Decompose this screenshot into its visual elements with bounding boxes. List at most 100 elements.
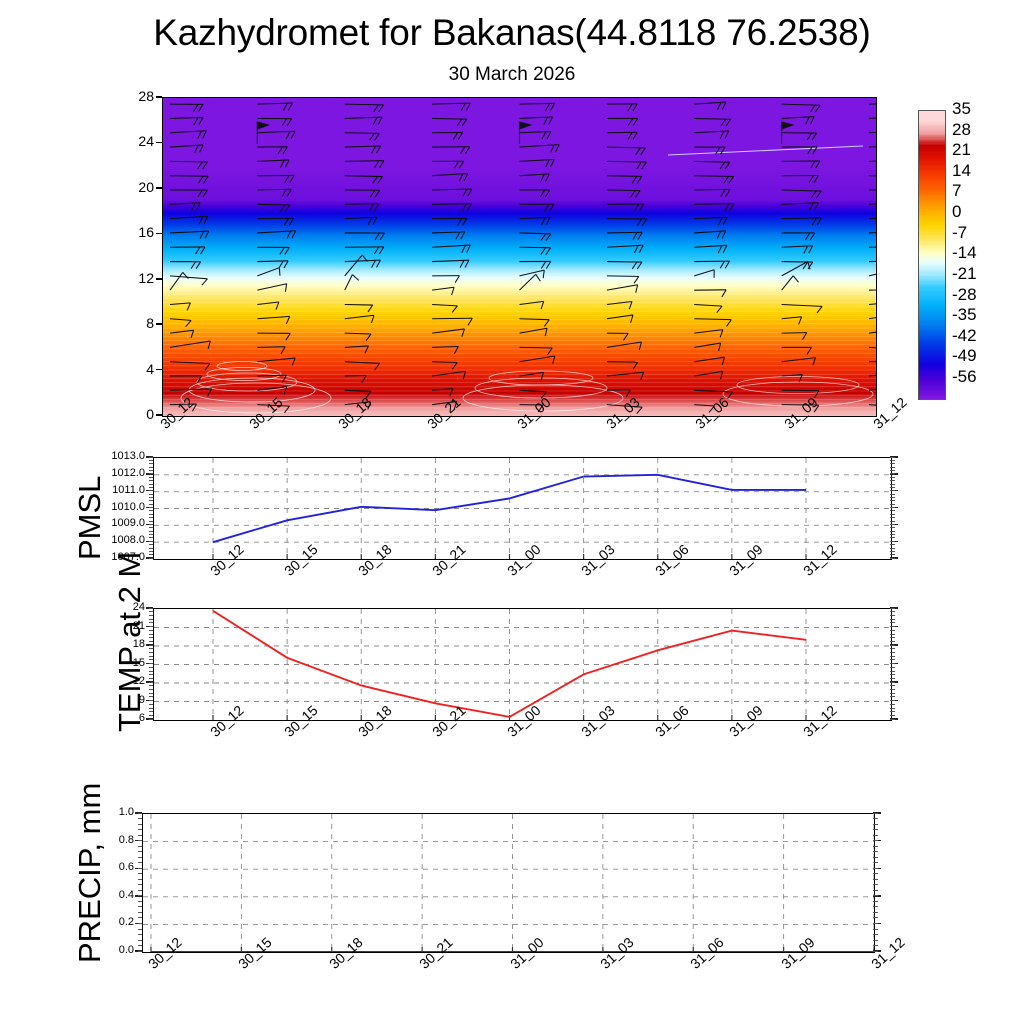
temp-y-tick-label (149, 659, 153, 661)
pmsl-y-tick-label (149, 463, 153, 465)
precip-y-tick-label (138, 889, 142, 891)
precip-y-tick-label (873, 906, 878, 908)
temp-y-tick-label (890, 626, 895, 628)
pmsl-axis-label: PMSL (72, 475, 107, 560)
temp-y-tick-label (149, 711, 153, 713)
pmsl-y-tick-label (149, 550, 153, 552)
temp-y-tick-label: 15 (132, 656, 145, 669)
pmsl-y-tick-label (890, 554, 895, 556)
pmsl-y-tick-label: 1009.0 (111, 517, 145, 530)
pmsl-y-tick-label (890, 473, 895, 475)
precip-y-tick-label (138, 851, 142, 853)
temp-y-tick-label (149, 655, 153, 657)
pmsl-y-tick-label (149, 490, 153, 492)
pmsl-y-tick-label (890, 463, 895, 465)
precip-y-tick-label (873, 823, 878, 825)
pmsl-y-tick-label (149, 554, 153, 556)
precip-y-tick-label (138, 928, 142, 930)
pmsl-y-tick-label (890, 476, 895, 478)
cross-section-y-tick-label: 0 (146, 406, 154, 422)
precip-y-tick-label: 0.8 (118, 833, 134, 846)
temp-y-tick-label (149, 633, 153, 635)
temp-y-tick-label (149, 707, 153, 709)
precip-y-tick-label (138, 950, 142, 952)
temp-y-tick-label (149, 692, 153, 694)
precip-y-tick-label (138, 906, 142, 908)
temp-y-tick-label (890, 637, 895, 639)
temp-y-tick-label: 18 (132, 638, 145, 650)
pmsl-y-tick-label (890, 510, 895, 512)
pmsl-y-tick-label (149, 540, 153, 542)
precip-y-tick-label (138, 900, 142, 902)
precip-y-tick-label (873, 917, 878, 919)
cross-section-y-tick-label: 20 (138, 178, 154, 195)
colorbar-tick-label: 21 (952, 140, 971, 160)
precip-y-tick-label (873, 950, 878, 952)
temp-y-tick-label (149, 663, 153, 665)
precip-y-tick-label (138, 840, 142, 842)
colorbar-tick-label: 7 (952, 181, 962, 201)
precip-y-tick-label (873, 851, 878, 853)
cross-section-y-tick (156, 323, 162, 325)
colorbar-tick-label: 0 (952, 202, 962, 222)
colorbar-tick-label: -7 (952, 222, 968, 242)
temp-y-tick-label (890, 696, 895, 698)
pmsl-y-tick-label (149, 534, 153, 536)
temp-y-tick-label (890, 622, 895, 624)
colorbar-tick-label: 35 (952, 99, 971, 118)
pmsl-y-tick-label (149, 500, 153, 502)
precip-y-tick-label (138, 873, 142, 875)
pmsl-y-tick-label (149, 544, 153, 546)
pmsl-y-tick-label (149, 493, 153, 495)
temp-y-tick-label (149, 652, 153, 653)
temp-y-tick-label (890, 640, 895, 642)
colorbar-tick-label: -28 (952, 284, 977, 304)
temp-y-tick-label (890, 674, 895, 676)
temp-y-tick-label (149, 685, 153, 687)
pmsl-y-tick-label (149, 527, 153, 529)
pmsl-y-tick-label (890, 530, 895, 532)
precip-y-tick-label (138, 934, 142, 936)
pmsl-y-tick-label (890, 540, 895, 542)
temp-y-tick-label (890, 633, 895, 635)
temp-y-tick-label (890, 607, 895, 609)
temp-y-tick-label (890, 629, 895, 631)
pmsl-y-tick-label (149, 483, 153, 485)
temp-y-tick-label (890, 718, 895, 720)
pmsl-y-tick-label (890, 459, 895, 461)
precip-y-tick-label (138, 878, 142, 880)
precip-y-tick-label: 0.4 (118, 888, 134, 901)
cross-section-y-tick-label: 12 (138, 269, 154, 286)
pmsl-y-tick-label (890, 497, 895, 498)
cross-section-y-tick-label: 8 (146, 315, 154, 332)
pmsl-y-tick-label: 1010.0 (111, 500, 145, 513)
pmsl-y-tick-label (890, 527, 895, 529)
pmsl-y-tick-label (149, 480, 153, 482)
precip-y-tick-label (138, 945, 142, 947)
pmsl-panel (153, 457, 892, 560)
pmsl-y-tick-label (890, 493, 895, 495)
cross-section-y-tick (156, 414, 162, 416)
cross-section-y-tick-label: 4 (146, 360, 154, 377)
pmsl-y-tick-label (890, 517, 895, 519)
precip-y-tick-label (873, 928, 878, 930)
precip-y-tick-label (873, 873, 878, 875)
cross-section-y-tick-label: 16 (138, 224, 154, 241)
pmsl-y-tick-label (890, 480, 895, 482)
precip-y-tick-label (138, 856, 142, 858)
pmsl-y-tick-label: 1007.0 (111, 551, 145, 563)
precip-y-tick-label (138, 823, 142, 825)
temp-y-tick-label (890, 648, 895, 650)
pmsl-y-tick-label (149, 513, 153, 515)
temp-y-tick-label (890, 611, 895, 613)
precip-y-tick-label (138, 829, 142, 831)
precip-y-tick-label (873, 812, 878, 814)
precip-y-tick-label (138, 939, 142, 941)
temp-y-tick-label (149, 607, 153, 609)
pmsl-y-tick-label (149, 497, 153, 498)
precip-y-tick-label (138, 867, 142, 869)
pmsl-y-tick-label (149, 517, 153, 519)
temp-y-tick-label (890, 663, 895, 665)
pmsl-y-tick-label (890, 520, 895, 522)
pmsl-y-tick-label (890, 544, 895, 546)
